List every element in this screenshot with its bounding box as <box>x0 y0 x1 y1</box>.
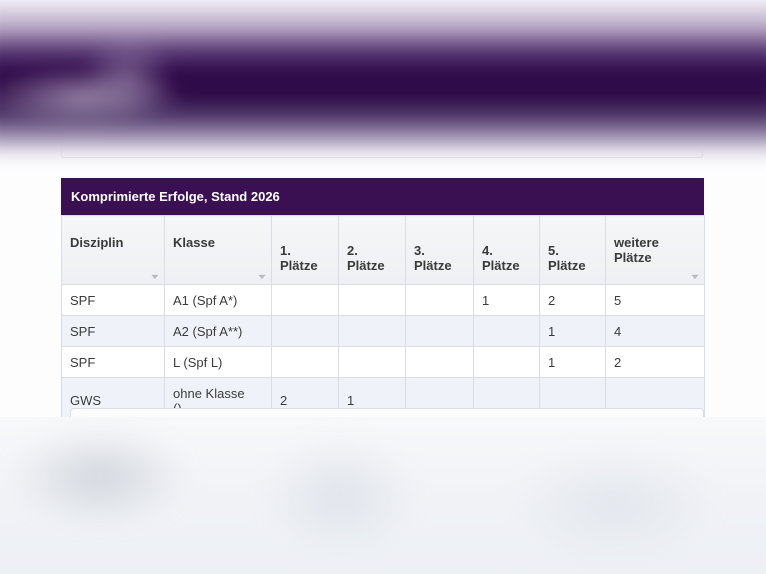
column-label: Disziplin <box>70 235 124 250</box>
results-table-panel: Komprimierte Erfolge, Stand 2026 Diszipl… <box>61 178 705 424</box>
cell-platz-3 <box>405 315 474 347</box>
table-row: SPF A1 (Spf A*) 1 2 5 <box>61 284 705 316</box>
cell-platz-3 <box>405 346 474 378</box>
sort-arrow-icon[interactable]: ▼ <box>149 272 161 281</box>
column-header-1-plaetze: 1. Plätze <box>271 215 339 285</box>
cell-platz-4: 1 <box>473 284 540 316</box>
cell-platz-1 <box>271 346 339 378</box>
cell-weitere: 2 <box>605 346 705 378</box>
cell-platz-2 <box>338 284 406 316</box>
table-row: SPF A2 (Spf A**) 1 4 <box>61 315 705 347</box>
blurred-site-header <box>0 0 766 164</box>
column-label: 5. Plätze <box>548 242 586 273</box>
results-table: Disziplin ▼ Klasse ▼ 1. Plätze 2. Plätze <box>61 215 705 424</box>
column-header-weitere-plaetze[interactable]: weitere Plätze ▼ <box>605 215 705 285</box>
cell-platz-5: 1 <box>539 346 606 378</box>
cell-klasse: A1 (Spf A*) <box>164 284 272 316</box>
blur-smudge <box>265 437 415 552</box>
sort-arrow-icon[interactable]: ▼ <box>689 272 701 281</box>
cell-disziplin: SPF <box>61 315 165 347</box>
table-title: Komprimierte Erfolge, Stand 2026 <box>71 189 280 204</box>
blur-highlight <box>80 32 175 117</box>
cell-platz-2 <box>338 346 406 378</box>
cell-platz-2 <box>338 315 406 347</box>
sort-arrow-icon[interactable]: ▼ <box>256 272 268 281</box>
blur-smudge <box>12 429 187 524</box>
cell-platz-1 <box>271 315 339 347</box>
cell-platz-4 <box>473 315 540 347</box>
column-label: 1. Plätze <box>280 242 318 273</box>
cell-weitere: 5 <box>605 284 705 316</box>
cell-platz-3 <box>405 284 474 316</box>
column-label: Klasse <box>173 235 215 250</box>
cell-platz-4 <box>473 346 540 378</box>
cell-platz-5: 1 <box>539 315 606 347</box>
column-header-5-plaetze: 5. Plätze <box>539 215 606 285</box>
table-row: SPF L (Spf L) 1 2 <box>61 346 705 378</box>
column-header-3-plaetze: 3. Plätze <box>405 215 474 285</box>
panel-edge-above-table <box>61 146 703 158</box>
column-header-klasse[interactable]: Klasse ▼ <box>164 215 272 285</box>
cell-weitere: 4 <box>605 315 705 347</box>
cell-klasse: A2 (Spf A**) <box>164 315 272 347</box>
column-label: 2. Plätze <box>347 242 385 273</box>
cell-klasse: L (Spf L) <box>164 346 272 378</box>
blur-smudge <box>515 445 715 560</box>
cell-platz-1 <box>271 284 339 316</box>
column-header-4-plaetze: 4. Plätze <box>473 215 540 285</box>
column-header-disziplin[interactable]: Disziplin ▼ <box>61 215 165 285</box>
column-label: 3. Plätze <box>414 242 452 273</box>
column-label: 4. Plätze <box>482 242 520 273</box>
header-row: Disziplin ▼ Klasse ▼ 1. Plätze 2. Plätze <box>61 215 705 285</box>
blur-highlight <box>0 66 188 128</box>
table-title-bar: Komprimierte Erfolge, Stand 2026 <box>61 178 704 215</box>
cell-disziplin: SPF <box>61 346 165 378</box>
column-label: weitere Plätze <box>614 235 659 265</box>
panel-edge-below-table <box>70 408 704 434</box>
cell-platz-5: 2 <box>539 284 606 316</box>
cell-disziplin: SPF <box>61 284 165 316</box>
column-header-2-plaetze: 2. Plätze <box>338 215 406 285</box>
blurred-content-below <box>0 417 766 574</box>
